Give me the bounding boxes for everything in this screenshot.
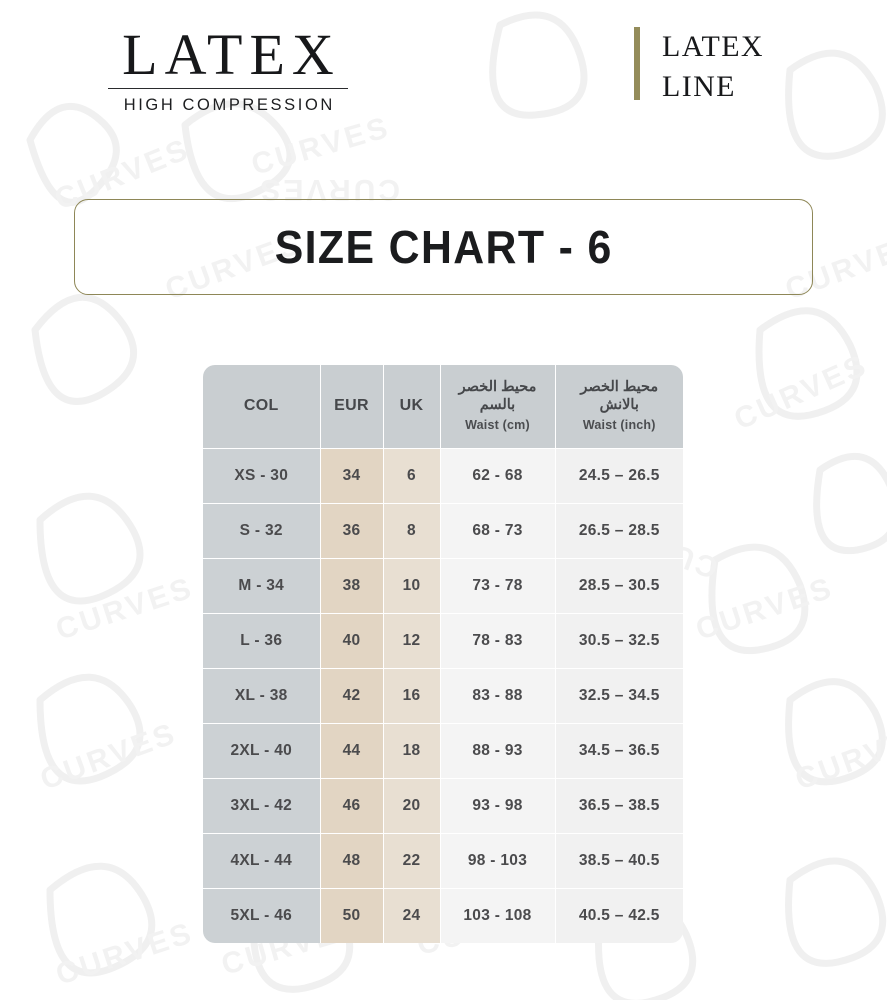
header-waist-inch-arabic-line2: بالانش [599, 397, 639, 414]
header-uk: UK [383, 365, 441, 449]
latex-line-bottom: LINE [662, 70, 736, 103]
cell-uk: 20 [383, 778, 441, 834]
cell-size-label: L - 36 [203, 613, 321, 669]
header-waist-cm: محيط الخصر بالسم Waist (cm) [440, 365, 556, 449]
cell-waist-cm: 68 - 73 [440, 503, 556, 559]
header-waist-inch: محيط الخصر بالانش Waist (inch) [555, 365, 683, 449]
table-row: M - 34 38 10 73 - 78 28.5 – 30.5 [203, 558, 683, 614]
cell-uk: 24 [383, 888, 441, 943]
cell-waist-cm: 88 - 93 [440, 723, 556, 779]
table-row: XL - 38 42 16 83 - 88 32.5 – 34.5 [203, 668, 683, 724]
cell-waist-inch: 36.5 – 38.5 [555, 778, 683, 834]
cell-size-label: 4XL - 44 [203, 833, 321, 889]
table-row: L - 36 40 12 78 - 83 30.5 – 32.5 [203, 613, 683, 669]
cell-eur: 34 [320, 448, 384, 504]
cell-uk: 8 [383, 503, 441, 559]
latex-line-top: LATEX [662, 30, 764, 63]
table-row: 2XL - 40 44 18 88 - 93 34.5 – 36.5 [203, 723, 683, 779]
header-col: COL [203, 365, 321, 449]
cell-uk: 6 [383, 448, 441, 504]
cell-waist-cm: 103 - 108 [440, 888, 556, 943]
cell-uk: 10 [383, 558, 441, 614]
cell-uk: 18 [383, 723, 441, 779]
header-eur: EUR [320, 365, 384, 449]
cell-waist-cm: 78 - 83 [440, 613, 556, 669]
table-row: XS - 30 34 6 62 - 68 24.5 – 26.5 [203, 448, 683, 504]
cell-uk: 16 [383, 668, 441, 724]
cell-eur: 48 [320, 833, 384, 889]
header-waist-inch-english: Waist (inch) [582, 417, 656, 432]
cell-waist-inch: 40.5 – 42.5 [555, 888, 683, 943]
latex-line-text: LATEX LINE [662, 27, 764, 107]
cell-waist-inch: 32.5 – 34.5 [555, 668, 683, 724]
brand-tagline: HIGH COMPRESSION [123, 96, 335, 114]
cell-size-label: M - 34 [203, 558, 321, 614]
header-waist-cm-arabic-line1: محيط الخصر [458, 379, 537, 396]
header-waist-inch-arabic-line1: محيط الخصر [580, 379, 659, 396]
cell-waist-inch: 34.5 – 36.5 [555, 723, 683, 779]
title-banner: SIZE CHART - 6 [74, 199, 813, 295]
cell-size-label: XL - 38 [203, 668, 321, 724]
table-header-row: COL EUR UK محيط الخصر بالسم Waist (cm) م… [203, 365, 683, 449]
cell-size-label: XS - 30 [203, 448, 321, 504]
cell-waist-inch: 38.5 – 40.5 [555, 833, 683, 889]
header-waist-cm-arabic-line2: بالسم [479, 397, 516, 414]
page-header: LATEX HIGH COMPRESSION LATEX LINE [0, 0, 887, 160]
header-waist-cm-english: Waist (cm) [465, 417, 530, 432]
cell-size-label: 3XL - 42 [203, 778, 321, 834]
cell-waist-inch: 30.5 – 32.5 [555, 613, 683, 669]
table-row: 4XL - 44 48 22 98 - 103 38.5 – 40.5 [203, 833, 683, 889]
cell-eur: 44 [320, 723, 384, 779]
cell-waist-inch: 28.5 – 30.5 [555, 558, 683, 614]
cell-waist-cm: 93 - 98 [440, 778, 556, 834]
cell-waist-cm: 62 - 68 [440, 448, 556, 504]
cell-size-label: 2XL - 40 [203, 723, 321, 779]
brand-name: LATEX [122, 22, 341, 87]
accent-bar [634, 27, 640, 100]
cell-uk: 12 [383, 613, 441, 669]
cell-waist-cm: 98 - 103 [440, 833, 556, 889]
cell-eur: 50 [320, 888, 384, 943]
cell-uk: 22 [383, 833, 441, 889]
brand-divider [108, 88, 348, 89]
cell-eur: 42 [320, 668, 384, 724]
cell-eur: 40 [320, 613, 384, 669]
brand-logo: LATEX HIGH COMPRESSION [108, 24, 348, 115]
cell-eur: 36 [320, 503, 384, 559]
cell-waist-cm: 83 - 88 [440, 668, 556, 724]
page-title: SIZE CHART - 6 [274, 221, 613, 273]
cell-size-label: S - 32 [203, 503, 321, 559]
cell-size-label: 5XL - 46 [203, 888, 321, 943]
table-row: 5XL - 46 50 24 103 - 108 40.5 – 42.5 [203, 888, 683, 943]
table-row: S - 32 36 8 68 - 73 26.5 – 28.5 [203, 503, 683, 559]
cell-waist-inch: 24.5 – 26.5 [555, 448, 683, 504]
cell-waist-cm: 73 - 78 [440, 558, 556, 614]
size-chart-table: COL EUR UK محيط الخصر بالسم Waist (cm) م… [203, 365, 683, 943]
latex-line-badge: LATEX LINE [634, 27, 764, 107]
table-row: 3XL - 42 46 20 93 - 98 36.5 – 38.5 [203, 778, 683, 834]
cell-eur: 46 [320, 778, 384, 834]
cell-eur: 38 [320, 558, 384, 614]
cell-waist-inch: 26.5 – 28.5 [555, 503, 683, 559]
